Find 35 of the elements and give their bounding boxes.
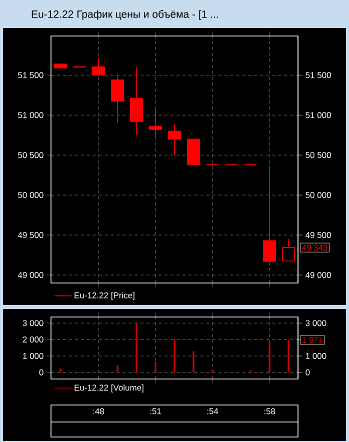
candlestick (282, 238, 295, 262)
y2-tick-label: 50 500 (306, 152, 331, 158)
candlestick (92, 57, 105, 76)
y-tick-label: 1 000 (23, 352, 44, 359)
y2-tick-label: 49 000 (305, 272, 331, 278)
y2-tick-label: 51 500 (306, 72, 331, 78)
y-tick-label: 50 000 (18, 192, 44, 198)
y2-tick-label: 49 500 (305, 232, 331, 238)
y-tick-label: 3 000 (22, 320, 44, 326)
candlestick (263, 166, 276, 262)
y2-tick-label: 3 000 (306, 320, 326, 326)
legend-label: Eu-12.22 [Price] (74, 292, 134, 300)
x-tick-label: :51 (150, 408, 161, 414)
candlestick (149, 106, 162, 139)
y-tick-label: 51 000 (18, 112, 44, 118)
candlestick (130, 66, 143, 136)
candlestick (111, 74, 124, 124)
annotation: 49 343 (302, 244, 328, 251)
candlestick (168, 124, 181, 156)
y-tick-label: 51 500 (18, 72, 44, 78)
x-tick-label: :58 (264, 408, 276, 414)
y2-tick-label: 50 000 (306, 192, 331, 198)
y-tick-label: 49 500 (18, 232, 44, 238)
y-tick-label: 2 000 (22, 336, 44, 343)
y2-tick-label: 0 (306, 369, 310, 376)
legend-label: Eu-12.22 [Volume] (74, 384, 144, 392)
annotation: 1 971 (302, 336, 323, 344)
y-tick-label: 0 (39, 369, 44, 376)
y-tick-label: 50 500 (18, 152, 44, 158)
chart-title: Eu-12.22 График цены и объёма - [1 ... (32, 10, 218, 20)
x-tick-label: :54 (207, 408, 218, 414)
x-tick-label: :48 (93, 408, 104, 414)
y2-tick-label: 1 000 (306, 352, 326, 359)
y-tick-label: 49 000 (18, 272, 44, 278)
y2-tick-label: 51 000 (306, 112, 331, 118)
